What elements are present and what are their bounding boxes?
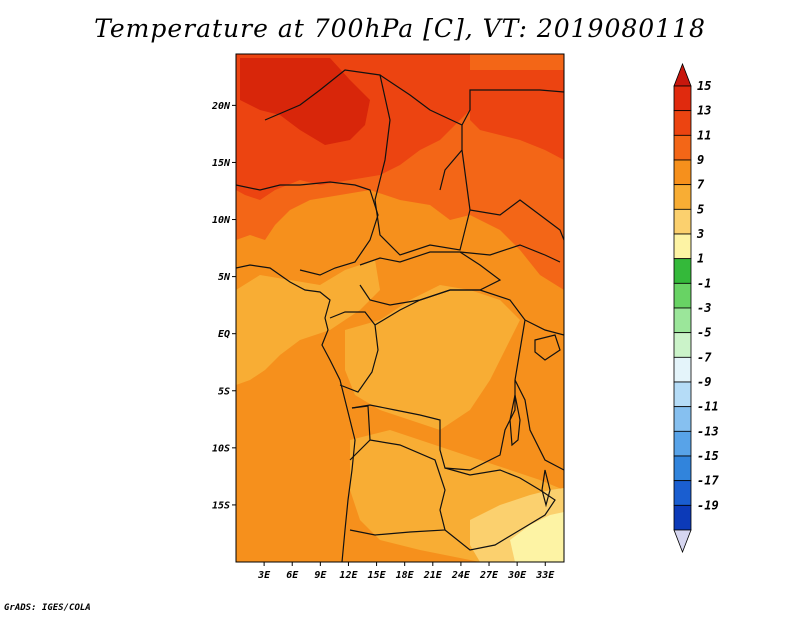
lat-tick-label: 5N	[218, 272, 231, 283]
colorbar-segment	[673, 159, 692, 186]
border-angola	[349, 405, 446, 536]
colorbar-segment	[673, 381, 692, 408]
lat-tick-label: 5S	[218, 386, 230, 397]
colorbar-label: 1	[697, 252, 704, 266]
zone-central-warm	[345, 285, 520, 430]
colorbar-label: 15	[697, 79, 711, 93]
border-nigeria	[236, 181, 379, 276]
colorbar-segment	[673, 480, 692, 506]
colorbar-label: -3	[697, 301, 711, 315]
colorbar-top-cap	[673, 62, 692, 87]
map-title: Temperature at 700hPa [C], VT: 201908011…	[94, 14, 706, 43]
lat-tick-label: EQ	[218, 329, 230, 340]
colorbar-label: -11	[697, 400, 719, 414]
zone-south-warm	[236, 260, 380, 385]
border-south-sudan	[459, 244, 561, 263]
colorbar-label: 7	[697, 178, 705, 192]
colorbar-label: -13	[697, 424, 719, 438]
colorbar-label: -15	[697, 449, 719, 463]
colorbar-segment	[673, 282, 692, 309]
colorbar-label: -5	[697, 326, 711, 340]
border-car	[359, 251, 502, 306]
lat-tick-label: 10S	[212, 443, 230, 454]
colorbar-label: 13	[697, 104, 711, 118]
colorbar-segment	[673, 134, 692, 161]
lon-tick-label: 33E	[535, 570, 555, 581]
colorbar-segment	[673, 258, 692, 284]
colorbar-segment	[673, 504, 692, 531]
lon-tick-label: 12E	[339, 570, 358, 581]
colorbar-label: 9	[697, 153, 704, 167]
lon-tick-label: 15E	[368, 570, 387, 581]
colorbar-segment	[673, 307, 692, 334]
colorbar-label: 5	[697, 202, 704, 216]
colorbar-segment	[673, 184, 692, 210]
lon-tick-label: 24E	[451, 570, 471, 581]
lat-tick-label: 15S	[212, 500, 230, 511]
coastline-west	[236, 264, 356, 562]
lon-tick-label: 3E	[257, 570, 271, 581]
colorbar-label: -1	[697, 276, 711, 290]
latitude-axis: 20N 15N 10N 5N EQ 5S 10S 15S	[211, 101, 236, 511]
lon-tick-label: 18E	[396, 570, 415, 581]
lon-tick-label: 30E	[507, 570, 527, 581]
colorbar-segment	[673, 233, 692, 260]
colorbar: 15 13 11 9 7 5 3 1 -1 -3 -5 -7 -9 -11 -13 -15 -17 -19	[673, 62, 719, 554]
lake-malawi	[541, 469, 551, 508]
border-east	[514, 319, 564, 471]
border-congo	[329, 311, 379, 393]
border-sahel	[264, 69, 463, 191]
zone-far-southeast	[510, 512, 564, 562]
longitude-axis: 3E 6E 9E 12E 15E 18E 21E 24E 27E 30E 33E	[257, 562, 555, 581]
boundaries	[236, 69, 564, 562]
colorbar-label: 3	[696, 227, 704, 241]
border-zambia	[444, 467, 556, 551]
colorbar-segment	[673, 110, 692, 136]
colorbar-label: -7	[697, 350, 712, 364]
colorbar-label: 11	[697, 128, 711, 142]
border-sudan	[461, 89, 564, 241]
lon-tick-label: 27E	[479, 570, 499, 581]
colorbar-segment	[673, 208, 692, 235]
temperature-field	[236, 54, 564, 562]
colorbar-label: -19	[697, 498, 719, 512]
zone-northeast-core	[470, 70, 564, 160]
lat-tick-label: 10N	[212, 215, 231, 226]
colorbar-label: -9	[697, 375, 711, 389]
lake-victoria	[534, 334, 561, 361]
lat-tick-label: 20N	[211, 101, 231, 112]
colorbar-segment	[673, 406, 692, 432]
colorbar-label: -17	[697, 474, 719, 488]
lon-tick-label: 6E	[286, 570, 299, 581]
colorbar-segment	[673, 85, 692, 112]
colorbar-segment	[673, 356, 692, 383]
border-chad	[374, 74, 471, 256]
grads-credit: GrADS: IGES/COLA	[4, 603, 91, 613]
colorbar-segment	[673, 430, 692, 457]
lon-tick-label: 9E	[314, 570, 327, 581]
map-frame	[235, 53, 565, 563]
lat-tick-label: 15N	[212, 158, 231, 169]
colorbar-bottom-cap	[673, 529, 692, 554]
colorbar-segment	[673, 332, 692, 358]
lon-tick-label: 21E	[423, 570, 443, 581]
colorbar-segment	[673, 455, 692, 482]
lake-tanganyika	[509, 394, 521, 447]
